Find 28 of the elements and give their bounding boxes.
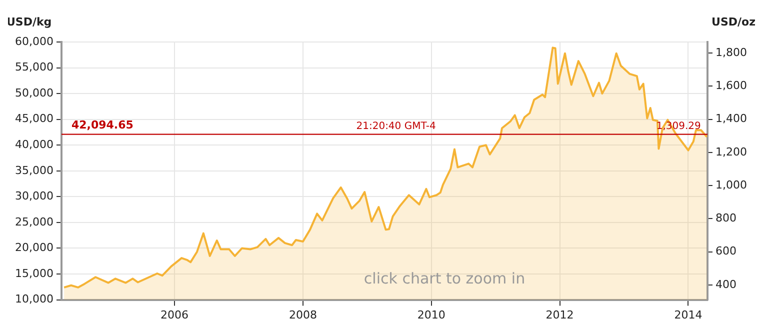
- y2-tick-label: 400: [716, 278, 737, 291]
- y-tick-label: 35,000: [14, 164, 54, 177]
- y-tick-label: 25,000: [14, 215, 54, 228]
- y-tick-label: 55,000: [14, 60, 54, 74]
- y-tick-label: 60,000: [14, 34, 54, 48]
- y-tick-label: 10,000: [14, 292, 54, 306]
- y-tick-label: 45,000: [14, 112, 54, 126]
- y-tick-label: 50,000: [14, 86, 54, 100]
- x-tick-label: 2014: [674, 308, 702, 322]
- y2-tick-label: 1,000: [716, 178, 748, 192]
- annotation: click chart to zoom in: [364, 270, 526, 288]
- y2-tick-label: 1,800: [716, 46, 748, 59]
- y2-tick-label: 600: [716, 244, 737, 258]
- y-tick-label: 20,000: [14, 241, 54, 254]
- y2-tick-label: 800: [716, 212, 737, 225]
- x-tick-label: 2010: [417, 308, 446, 322]
- y2-axis-title: USD/oz: [712, 15, 756, 28]
- y-tick-label: 15,000: [14, 266, 54, 280]
- x-tick-label: 2012: [546, 308, 574, 322]
- y2-tick-label: 1,600: [716, 78, 748, 92]
- annotation: 21:20:40 GMT-4: [356, 120, 436, 132]
- y2-tick-label: 1,400: [716, 112, 748, 126]
- ref-line-label: 42,094.65: [71, 118, 134, 132]
- y-tick-label: 30,000: [14, 190, 54, 203]
- x-tick-label: 2008: [288, 308, 317, 322]
- y-tick-label: 40,000: [14, 138, 54, 151]
- x-tick-label: 2006: [160, 308, 189, 322]
- y2-tick-label: 1,200: [716, 145, 748, 158]
